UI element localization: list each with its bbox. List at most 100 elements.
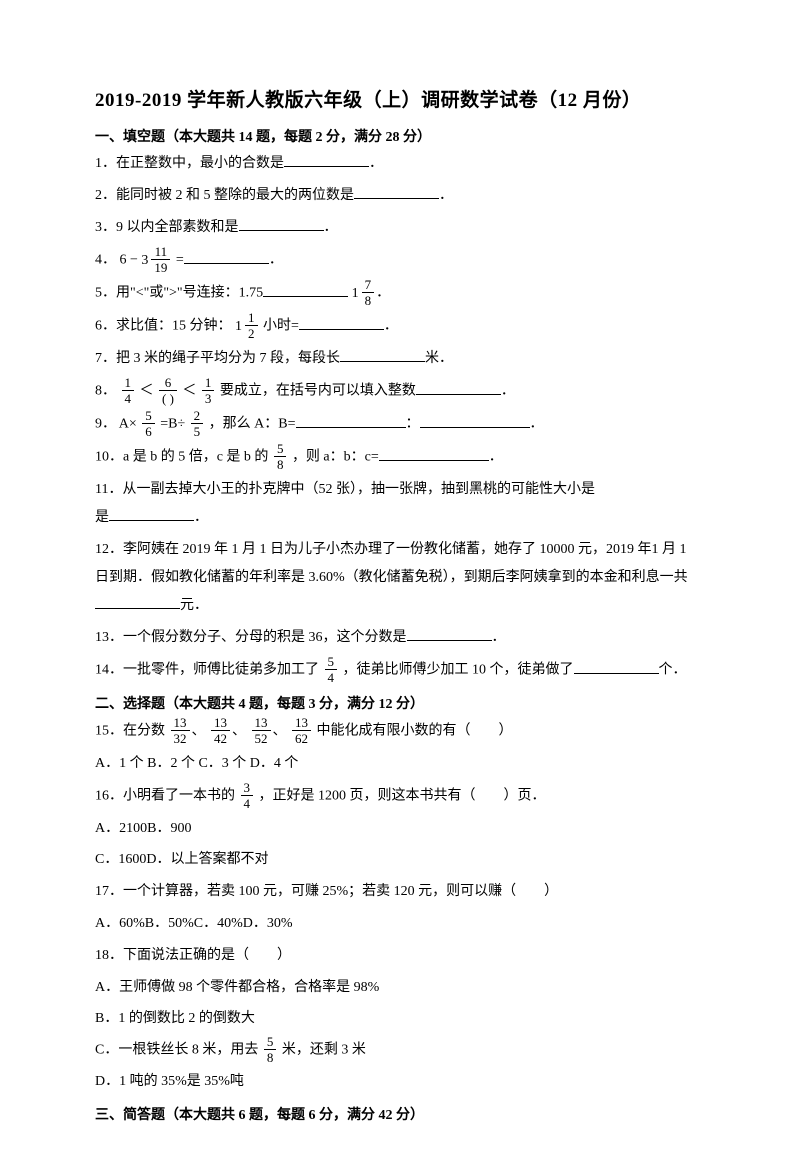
q4-eq: = xyxy=(176,253,184,268)
q6-pre: 6．求比值：15 分钟： xyxy=(95,319,232,334)
numerator: 3 xyxy=(241,781,254,796)
blank xyxy=(420,413,530,428)
numerator: 5 xyxy=(274,442,287,457)
q6-tail: ． xyxy=(384,319,398,334)
q16-options-c: C．1600D．以上答案都不对 xyxy=(95,846,698,874)
blank xyxy=(184,249,269,264)
numerator: 11 xyxy=(151,245,170,260)
q18c-pre: C．一根铁丝长 8 米，用去 xyxy=(95,1043,258,1058)
question-7: 7．把 3 米的绳子平均分为 7 段，每段长 米． xyxy=(95,345,698,373)
q8-tail: ． xyxy=(501,384,515,399)
q17-options: A．60%B．50%C．40%D．30% xyxy=(95,910,698,938)
q8-pre: 8． xyxy=(95,384,116,399)
q13-tail: ． xyxy=(492,630,506,645)
q11-tail: ． xyxy=(194,510,208,525)
lt: ＜ xyxy=(140,384,154,399)
q18-option-d: D．1 吨的 35%是 35%吨 xyxy=(95,1068,698,1096)
fraction: 54 xyxy=(325,655,338,684)
q18-option-a: A．王师傅做 98 个零件都合格，合格率是 98% xyxy=(95,974,698,1002)
denominator: 4 xyxy=(241,796,254,810)
blank xyxy=(284,152,369,167)
q18-option-b: B．1 的倒数比 2 的倒数大 xyxy=(95,1005,698,1033)
q1-tail: ． xyxy=(369,156,383,171)
question-14: 14．一批零件，师傅比徒弟多加工了 54 ，徒弟比师傅少加工 10 个，徒弟做了… xyxy=(95,656,698,685)
q10-pre: 10．a 是 b 的 5 倍，c 是 b 的 xyxy=(95,450,268,465)
question-12: 12．李阿姨在 2019 年 1 月 1 日为儿子小杰办理了一份教化储蓄，她存了… xyxy=(95,536,698,620)
question-1: 1．在正整数中，最小的合数是． xyxy=(95,150,698,178)
question-8: 8． 14 ＜ 6( ) ＜ 13 要成立，在括号内可以填入整数 ． xyxy=(95,377,698,406)
q3-text: 3．9 以内全部素数和是 xyxy=(95,220,239,235)
denominator: 52 xyxy=(252,731,271,745)
section-2-header: 二、选择题（本大题共 4 题，每题 3 分，满分 12 分） xyxy=(95,693,698,713)
blank xyxy=(109,506,194,521)
question-5: 5．用"<"或">"号连接：1.75 1 7 8 ． xyxy=(95,279,698,308)
question-3: 3．9 以内全部素数和是 ． xyxy=(95,214,698,242)
denominator: 8 xyxy=(264,1050,277,1064)
blank xyxy=(574,659,659,674)
mixed-fraction: 1 7 8 xyxy=(352,279,377,308)
numerator: 13 xyxy=(171,716,190,731)
q3-tail: ． xyxy=(324,220,338,235)
q10-post: ，则 a：b：c= xyxy=(292,450,379,465)
question-11: 11．从一副去掉大小王的扑克牌中（52 张），抽一张牌，抽到黑桃的可能性大小是 … xyxy=(95,476,698,532)
numerator: 13 xyxy=(211,716,230,731)
q14-mid: ，徒弟比师傅少加工 10 个，徒弟做了 xyxy=(343,663,574,678)
fraction: 58 xyxy=(264,1035,277,1064)
blank xyxy=(354,184,439,199)
mixed-whole: 1 xyxy=(352,280,359,308)
q7-pre: 7．把 3 米的绳子平均分为 7 段，每段长 xyxy=(95,351,340,366)
mixed-whole: 3 xyxy=(141,247,148,275)
q18-option-c: C．一根铁丝长 8 米，用去 58 米，还剩 3 米 xyxy=(95,1036,698,1065)
q4-tail: ． xyxy=(269,253,283,268)
lt: ＜ xyxy=(182,384,196,399)
denominator: 32 xyxy=(171,731,190,745)
q9-eq: =B÷ xyxy=(160,417,185,432)
q12-line2: 元． xyxy=(180,598,208,613)
fraction: 14 xyxy=(122,376,135,405)
fraction: 13 xyxy=(202,376,215,405)
blank xyxy=(296,413,406,428)
q7-post: 米． xyxy=(425,351,453,366)
q11-pre: 11．从一副去掉大小王的扑克牌中（52 张），抽一张牌，抽到黑桃的可能性大小是 xyxy=(95,482,595,497)
question-17: 17．一个计算器，若卖 100 元，可赚 25%；若卖 120 元，则可以赚（ … xyxy=(95,878,698,906)
numerator: 5 xyxy=(325,655,338,670)
q14-tail: 个． xyxy=(659,663,687,678)
exam-title: 2019-2019 学年新人教版六年级（上）调研数学试卷（12 月份） xyxy=(95,85,698,112)
mixed-whole: 1 xyxy=(235,313,242,341)
fraction: 6( ) xyxy=(159,376,177,405)
numerator: 7 xyxy=(362,278,375,293)
question-2: 2．能同时被 2 和 5 整除的最大的两位数是． xyxy=(95,182,698,210)
denominator: 8 xyxy=(362,293,375,307)
denominator: 42 xyxy=(211,731,230,745)
fraction: 56 xyxy=(142,409,155,438)
q8-mid: 要成立，在括号内可以填入整数 xyxy=(220,384,416,399)
denominator: 5 xyxy=(191,424,204,438)
fraction: 1 2 xyxy=(245,311,258,340)
denominator: ( ) xyxy=(159,391,177,405)
blank xyxy=(299,315,384,330)
blank xyxy=(416,380,501,395)
colon: ： xyxy=(406,417,420,432)
q13-pre: 13．一个假分数分子、分母的积是 36，这个分数是 xyxy=(95,630,407,645)
section-1-header: 一、填空题（本大题共 14 题，每题 2 分，满分 28 分） xyxy=(95,126,698,146)
page-content: 2019-2019 学年新人教版六年级（上）调研数学试卷（12 月份） 一、填空… xyxy=(0,0,793,1168)
q14-pre: 14．一批零件，师傅比徒弟多加工了 xyxy=(95,663,319,678)
question-4: 4． 6 − 3 11 19 =． xyxy=(95,246,698,275)
numerator: 13 xyxy=(252,716,271,731)
q12-text: 12．李阿姨在 2019 年 1 月 1 日为儿子小杰办理了一份教化储蓄，她存了… xyxy=(95,542,688,585)
q4-a: 6 xyxy=(120,253,127,268)
fraction: 34 xyxy=(241,781,254,810)
q9-pre: 9． xyxy=(95,417,116,432)
question-9: 9． A× 56 =B÷ 25 ，那么 A：B=：． xyxy=(95,410,698,439)
fraction: 7 8 xyxy=(362,278,375,307)
q4-minus: − xyxy=(130,253,138,268)
q15-options: A．1 个 B．2 个 C．3 个 D．4 个 xyxy=(95,750,698,778)
fraction: 1332 xyxy=(171,716,190,745)
q9-tail: ． xyxy=(530,417,544,432)
blank xyxy=(263,282,348,297)
fraction: 11 19 xyxy=(151,245,170,274)
denominator: 4 xyxy=(122,391,135,405)
fraction: 58 xyxy=(274,442,287,471)
q5-pre: 5．用"<"或">"号连接：1.75 xyxy=(95,286,263,301)
fraction: 25 xyxy=(191,409,204,438)
